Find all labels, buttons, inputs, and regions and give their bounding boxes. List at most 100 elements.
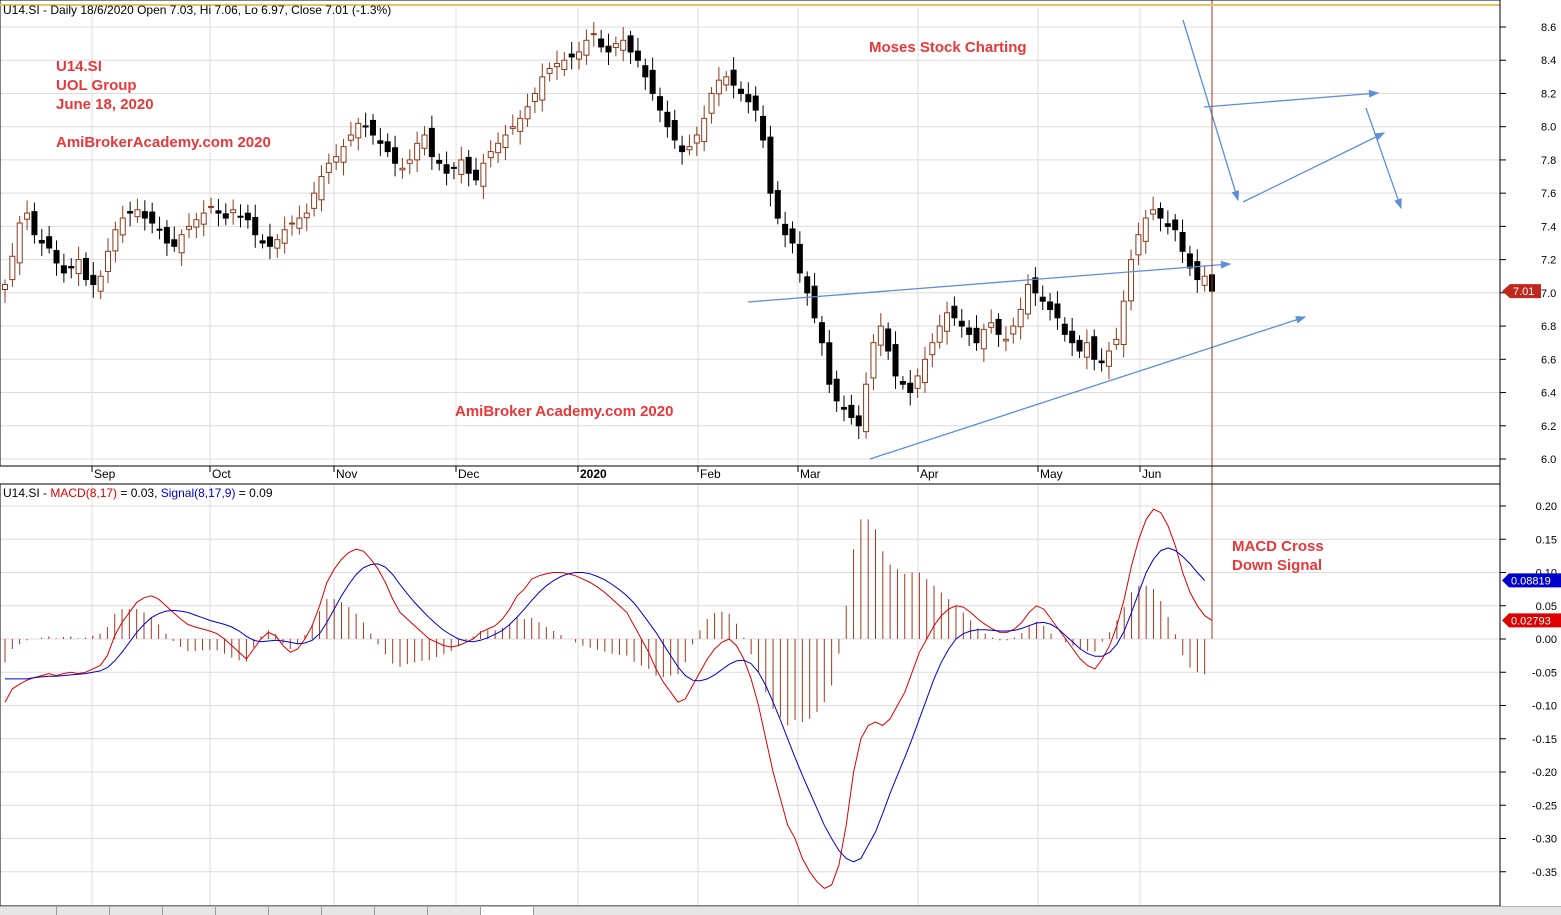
candle-down <box>782 223 789 236</box>
candle-down <box>60 265 67 274</box>
candle-up <box>421 134 428 149</box>
sheet-tab[interactable] <box>163 907 216 915</box>
candle-down <box>730 69 737 86</box>
candle-down <box>384 141 391 153</box>
macd-tick-label: -0.30 <box>1532 834 1557 846</box>
candle-down <box>1069 330 1076 344</box>
candle-up <box>480 162 487 187</box>
candle-up <box>1128 259 1135 302</box>
macd-header-label: MACD(8,17) <box>50 486 118 500</box>
candle-up <box>686 146 693 151</box>
candle-up <box>1201 275 1208 286</box>
candle-up <box>406 159 413 164</box>
sheet-tab[interactable] <box>216 907 269 915</box>
candle-up <box>119 217 126 236</box>
macd-tick-label: -0.15 <box>1532 734 1557 746</box>
macd-tick-label: -0.05 <box>1532 667 1557 679</box>
candle-up <box>193 219 200 228</box>
candle-up <box>715 79 722 95</box>
candle-up <box>296 217 303 229</box>
price-tick-label: 7.2 <box>1541 255 1556 267</box>
candle-up <box>281 229 288 244</box>
price-tick-label: 6.0 <box>1541 454 1556 466</box>
candle-up <box>1142 217 1149 242</box>
sheet-tabs[interactable] <box>0 906 1561 915</box>
candle-up <box>318 176 325 201</box>
macd-tick-label: -0.25 <box>1532 800 1557 812</box>
candle-up <box>693 134 700 144</box>
annotation-macd-cross-2: Down Signal <box>1232 557 1322 574</box>
candle-down <box>745 94 752 103</box>
month-label: Feb <box>700 467 721 481</box>
macd-tick-label: -0.35 <box>1532 867 1557 879</box>
candle-up <box>97 275 104 292</box>
annotation-moses: Moses Stock Charting <box>869 39 1027 56</box>
price-tick-label: 6.8 <box>1541 321 1556 333</box>
candle-up <box>1083 342 1090 358</box>
candle-up <box>1010 325 1017 335</box>
month-label: Mar <box>800 467 821 481</box>
candle-up <box>517 117 524 132</box>
candle-up <box>105 250 112 273</box>
price-tick-label: 6.4 <box>1541 388 1556 400</box>
candle-up <box>185 225 192 230</box>
sheet-tab[interactable] <box>57 907 110 915</box>
signal-header-label: Signal(8,17,9) <box>160 486 236 500</box>
candle-down <box>841 406 848 410</box>
sheet-tab[interactable] <box>322 907 375 915</box>
candle-up <box>2 284 8 291</box>
month-label: 2020 <box>580 467 607 481</box>
candle-up <box>1025 284 1032 315</box>
sheet-tab[interactable] <box>428 907 481 915</box>
candle-down <box>222 213 229 219</box>
trendline <box>747 260 1232 303</box>
candle-up <box>620 39 627 51</box>
candle-up <box>929 342 936 356</box>
candle-up <box>590 33 597 36</box>
candle-up <box>870 342 877 379</box>
sheet-tab[interactable] <box>269 907 322 915</box>
candle-up <box>274 239 281 249</box>
candle-down <box>804 276 811 294</box>
candle-up <box>701 117 708 143</box>
candle-down <box>848 404 855 418</box>
candle-down <box>171 239 178 247</box>
candle-down <box>68 266 75 269</box>
candle-down <box>1172 219 1179 231</box>
candle-up <box>399 167 406 171</box>
signal-line <box>5 547 1206 863</box>
candle-down <box>1032 277 1039 294</box>
candle-up <box>1113 338 1120 345</box>
candle-up <box>553 63 560 68</box>
trendline <box>1365 107 1402 210</box>
price-tick-label: 7.4 <box>1541 221 1556 233</box>
candle-up <box>208 205 215 208</box>
candle-down <box>1039 296 1046 302</box>
macd-last-marker <box>1502 613 1561 628</box>
macd-header-ticker: U14.SI <box>3 486 40 500</box>
month-label: Oct <box>212 467 231 481</box>
candle-down <box>244 212 251 221</box>
candle-down <box>767 136 774 194</box>
sheet-tab[interactable] <box>110 907 163 915</box>
price-grid <box>0 8 1500 466</box>
candle-down <box>38 240 45 244</box>
price-tick-label: 7.8 <box>1541 155 1556 167</box>
sheet-tab[interactable] <box>0 907 57 915</box>
candle-down <box>907 382 914 394</box>
macd-header: U14.SI - MACD(8,17) = 0.03, Signal(8,17,… <box>3 486 273 500</box>
candle-up <box>347 134 354 141</box>
annotation-site-top: AmiBrokerAcademy.com 2020 <box>56 134 271 151</box>
candle-down <box>951 305 958 319</box>
candle-down <box>966 327 973 335</box>
candle-up <box>414 142 421 161</box>
candle-up <box>936 325 943 343</box>
price-tick-label: 8.4 <box>1541 55 1556 67</box>
candle-up <box>863 383 870 433</box>
candle-down <box>215 210 222 214</box>
candle-down <box>259 240 266 244</box>
sheet-tab-active[interactable] <box>481 907 534 915</box>
sheet-tab[interactable] <box>375 907 428 915</box>
candle-down <box>1157 208 1164 219</box>
